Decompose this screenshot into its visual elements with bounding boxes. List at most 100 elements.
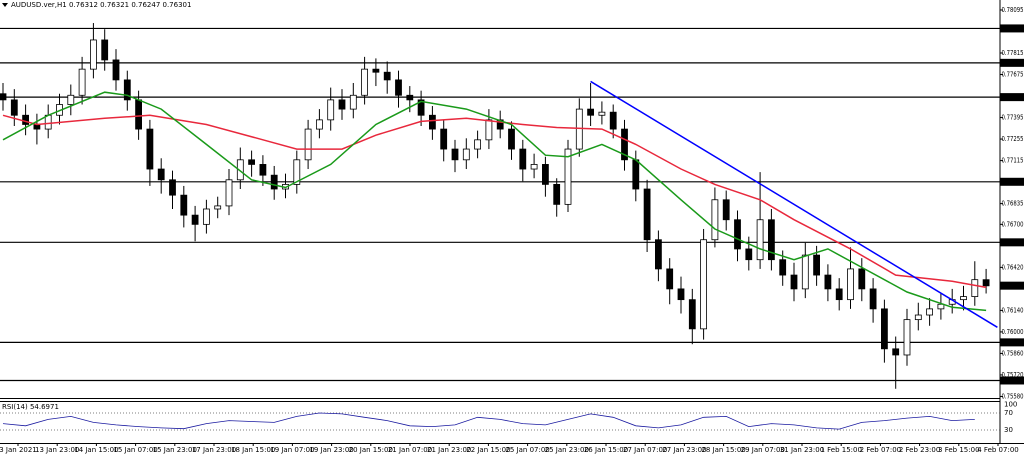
candle-body <box>327 99 335 121</box>
candle-body <box>361 68 369 96</box>
candle-body <box>485 119 493 141</box>
y-tick-label: 0.76700 <box>1002 220 1024 228</box>
x-tick-label: 18 Jan 15:00 <box>231 446 275 454</box>
x-tick-label: 3 Feb 15:00 <box>938 446 979 454</box>
x-tick-label: 19 Jan 07:00 <box>270 446 314 454</box>
candle-body <box>315 119 323 130</box>
level-box <box>1000 177 1024 186</box>
candle-body <box>338 99 346 110</box>
x-tick-label: 1 Feb 15:00 <box>820 446 861 454</box>
y-tick-label: 0.75860 <box>1002 349 1024 357</box>
level-box <box>1000 93 1024 102</box>
current-price-box <box>1000 281 1024 290</box>
menu-triangle <box>2 3 8 7</box>
x-tick-label: 4 Feb 07:00 <box>977 446 1018 454</box>
candle-body <box>734 219 741 250</box>
candle-body <box>101 39 109 61</box>
candle-body <box>440 128 448 150</box>
x-tick-label: 29 Jan 07:00 <box>741 446 785 454</box>
candle-body <box>971 279 979 297</box>
x-tick-label: 2 Feb 23:00 <box>899 446 940 454</box>
x-tick-label: 15 Jan 23:00 <box>153 446 197 454</box>
y-tick-label: 0.77115 <box>1002 157 1024 165</box>
candle-body <box>180 194 188 216</box>
candle-body <box>304 128 312 161</box>
moving-average <box>2 91 987 312</box>
candle-body <box>428 114 436 130</box>
y-tick-label: 0.78095 <box>1002 6 1024 14</box>
candle-body <box>270 174 278 190</box>
level-box <box>1000 24 1024 33</box>
candle-body <box>417 99 425 116</box>
candle-body <box>462 148 470 161</box>
x-tick-label: 26 Jan 15:00 <box>584 446 628 454</box>
candle-body <box>824 274 832 290</box>
y-tick-label: 0.77675 <box>1002 71 1024 79</box>
candle-body <box>0 93 7 101</box>
candle-body <box>926 308 933 316</box>
candle-body <box>519 148 527 170</box>
candle-body <box>632 159 640 190</box>
x-tick-label: 20 Jan 15:00 <box>349 446 393 454</box>
y-tick-label: 0.76000 <box>1002 328 1024 336</box>
level-box <box>1000 238 1024 247</box>
candle-body <box>383 71 391 81</box>
moving-average <box>2 114 987 289</box>
candle-body <box>542 164 549 185</box>
candle-body <box>903 319 911 356</box>
candle-body <box>768 219 775 261</box>
candle-body <box>858 268 866 290</box>
level-label: 0.77975 <box>1002 25 1023 33</box>
x-tick-label: 15 Jan 07:00 <box>113 446 157 454</box>
candle-body <box>700 239 707 330</box>
x-tick-label: 22 Jan 15:00 <box>466 446 510 454</box>
x-tick-label: 19 Jan 23:00 <box>309 446 353 454</box>
candle-body <box>248 159 256 165</box>
y-tick-label: 0.77255 <box>1002 135 1024 143</box>
rsi-tick-label: 70 <box>1004 409 1013 417</box>
candle-body <box>835 288 843 301</box>
candle-body <box>869 288 877 310</box>
candle-body <box>609 111 617 130</box>
y-tick-label: 0.75720 <box>1002 371 1024 379</box>
candle-body <box>395 79 402 96</box>
candle-body <box>598 111 606 116</box>
trendline <box>590 80 998 328</box>
candle-body <box>214 205 222 210</box>
candle-body <box>123 79 131 101</box>
candle-body <box>960 296 967 301</box>
y-tick-label: 0.77815 <box>1002 49 1024 57</box>
y-tick-label: 0.76835 <box>1002 200 1024 208</box>
candle-body <box>236 159 244 181</box>
candle-body <box>564 148 572 205</box>
candle-body <box>225 179 233 207</box>
candle-body <box>881 308 888 350</box>
rsi-tick-label: 30 <box>1004 426 1013 434</box>
y-tick-label: 0.76420 <box>1002 263 1024 271</box>
candle-body <box>349 94 357 110</box>
x-tick-label: 2 Feb 07:00 <box>860 446 901 454</box>
candle-body <box>157 168 165 181</box>
level-box <box>1000 58 1024 67</box>
candle-body <box>688 299 696 330</box>
candle-body <box>78 68 86 96</box>
candle-body <box>191 214 199 225</box>
candle-body <box>135 99 143 130</box>
candle-body <box>259 164 267 176</box>
candle-body <box>372 68 380 73</box>
candle-body <box>813 254 820 276</box>
candle-body <box>90 39 97 70</box>
x-tick-label: 25 Jan 07:00 <box>505 446 549 454</box>
level-box <box>1000 338 1024 347</box>
chart-title: AUDUSD.ver,H1 0.76312 0.76321 0.76247 0.… <box>11 1 191 9</box>
x-tick-label: 28 Jan 15:00 <box>701 446 745 454</box>
candle-body <box>982 279 990 287</box>
candle-body <box>711 199 719 241</box>
candle-body <box>722 199 730 221</box>
level-label: 0.77528 <box>1002 93 1023 101</box>
candle-body <box>745 248 753 261</box>
candle-body <box>406 94 414 101</box>
candle-body <box>67 94 75 105</box>
y-tick-label: 0.77395 <box>1002 114 1024 122</box>
